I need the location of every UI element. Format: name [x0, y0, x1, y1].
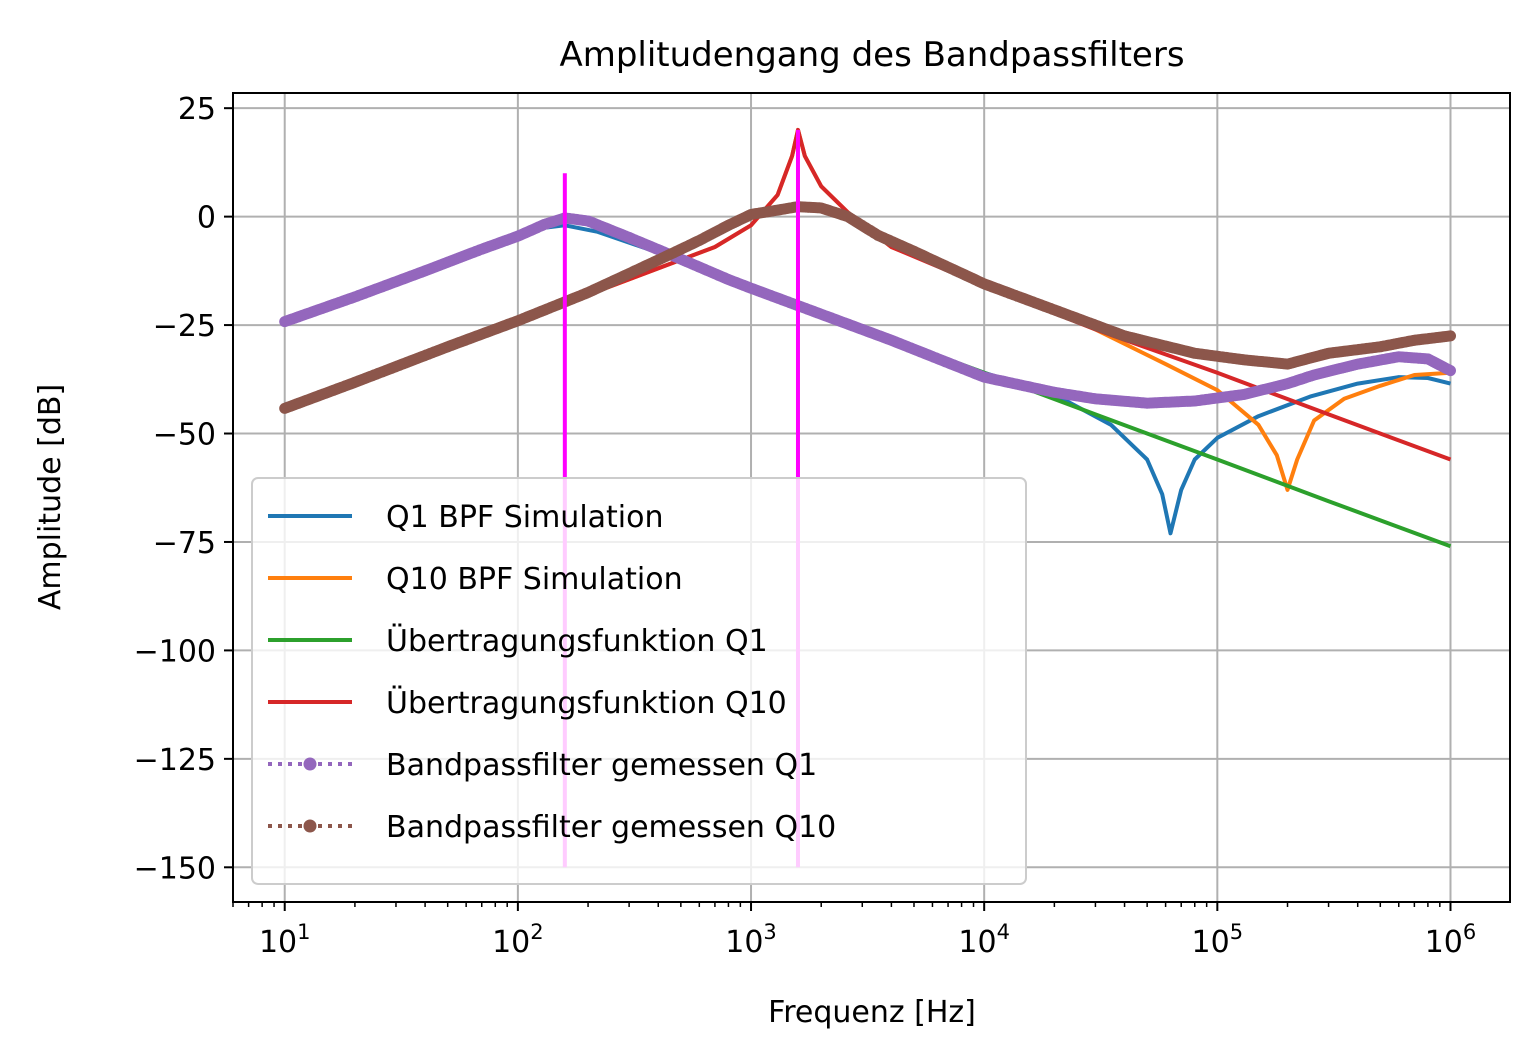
y-tick-label: 25 — [178, 92, 216, 127]
y-tick-label: 0 — [197, 201, 216, 236]
legend-entry: Bandpassfilter gemessen Q1 — [268, 748, 817, 783]
y-tick-label: −150 — [134, 851, 216, 886]
y-tick-label: −100 — [134, 634, 216, 669]
legend-label: Q1 BPF Simulation — [386, 500, 664, 535]
y-tick-label: −25 — [153, 309, 216, 344]
x-tick-label: 105 — [1192, 920, 1244, 960]
plot-frame — [232, 92, 1511, 903]
axis-ticks: 101 102 103 104 105 106 25 0 −25 −50 −75 −100 −125 −1… — [134, 92, 1477, 960]
series-bandpassfilter-gemessen-q1 — [279, 212, 1456, 409]
legend-marker — [303, 757, 317, 771]
legend-entry: Übertragungsfunktion Q1 — [268, 623, 768, 659]
data-point — [1445, 365, 1456, 377]
chart-title: Amplitudengang des Bandpassfilters — [559, 35, 1184, 75]
y-tick-label: −50 — [153, 418, 216, 453]
x-tick-label: 103 — [725, 920, 777, 960]
data-point — [1445, 330, 1456, 342]
x-axis-label: Frequenz [Hz] — [768, 995, 976, 1030]
series-q1-bpf-simulation — [284, 223, 1451, 536]
series-group — [279, 127, 1456, 549]
legend-marker — [303, 819, 317, 833]
series-bandpassfilter-gemessen-q10 — [279, 201, 1456, 414]
legend: Q1 BPF Simulation Q10 BPF Simulation Übert… — [251, 477, 1027, 885]
legend-label: Übertragungsfunktion Q10 — [386, 685, 787, 721]
legend-entry: Q10 BPF Simulation — [268, 562, 683, 597]
legend-entry: Übertragungsfunktion Q10 — [268, 685, 787, 721]
legend-box — [251, 477, 1027, 885]
legend-label: Übertragungsfunktion Q1 — [386, 623, 768, 659]
legend-label: Q10 BPF Simulation — [386, 562, 683, 597]
x-tick-label: 104 — [958, 920, 1010, 960]
y-tick-label: −75 — [153, 526, 216, 561]
series-line — [284, 223, 1451, 536]
x-tick-label: 101 — [259, 920, 311, 960]
x-tick-label: 102 — [492, 920, 544, 960]
legend-entry: Q1 BPF Simulation — [268, 500, 664, 535]
y-axis-label: Amplitude [dB] — [33, 384, 68, 610]
x-tick-label: 106 — [1425, 920, 1477, 960]
legend-label: Bandpassfilter gemessen Q1 — [386, 748, 817, 783]
legend-label: Bandpassfilter gemessen Q10 — [386, 810, 836, 845]
y-tick-label: −125 — [134, 743, 216, 778]
legend-entry: Bandpassfilter gemessen Q10 — [268, 810, 836, 845]
